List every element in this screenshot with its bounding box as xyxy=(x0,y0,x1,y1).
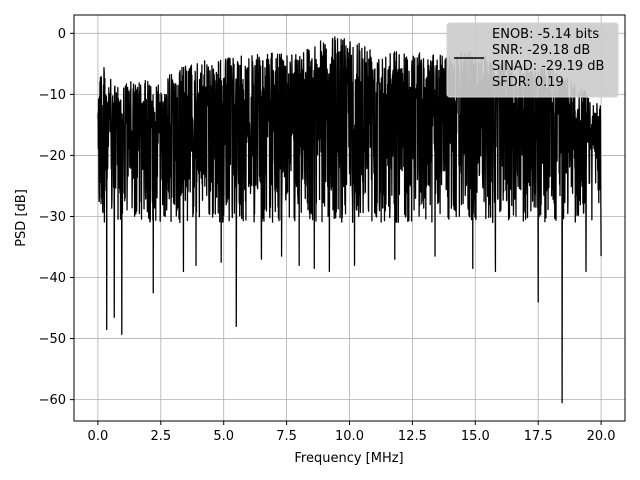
x-axis-label: Frequency [MHz] xyxy=(294,451,403,466)
x-tick-label: 7.5 xyxy=(276,429,297,444)
psd-series-line xyxy=(97,36,602,404)
x-tick-label: 0.0 xyxy=(88,429,109,444)
y-tick-label: −60 xyxy=(39,393,66,408)
y-tick-label: −10 xyxy=(39,88,66,103)
legend-label: ENOB: -5.14 bits SNR: -29.18 dB SINAD: -29… xyxy=(492,27,604,90)
x-tick-label: 2.5 xyxy=(150,429,171,444)
legend: ENOB: -5.14 bits SNR: -29.18 dB SINAD: -29… xyxy=(446,22,619,98)
legend-line-text: ENOB: -5.14 bits xyxy=(492,27,599,42)
y-tick-label: 0 xyxy=(58,27,66,42)
legend-box xyxy=(446,22,619,98)
legend-line-text: SFDR: 0.19 xyxy=(492,75,564,90)
x-tick-label: 17.5 xyxy=(524,429,553,444)
y-tick-label: −50 xyxy=(39,332,66,347)
y-axis-ticks: 0 −10 −20 −30 −40 −50 −60 xyxy=(39,27,74,408)
legend-line-text: SINAD: -29.19 dB xyxy=(492,59,604,74)
x-tick-label: 20.0 xyxy=(587,429,616,444)
x-tick-label: 10.0 xyxy=(335,429,364,444)
x-tick-label: 12.5 xyxy=(398,429,427,444)
y-axis-label: PSD [dB] xyxy=(14,189,29,247)
legend-line-text: SNR: -29.18 dB xyxy=(492,43,590,58)
x-tick-label: 5.0 xyxy=(213,429,234,444)
series-layer xyxy=(97,36,602,404)
x-axis-ticks: 0.0 2.5 5.0 7.5 10.0 12.5 15.0 17.5 20.0 xyxy=(88,421,616,444)
y-tick-label: −40 xyxy=(39,271,66,286)
y-tick-label: −20 xyxy=(39,149,66,164)
x-tick-label: 15.0 xyxy=(461,429,490,444)
y-tick-label: −30 xyxy=(39,210,66,225)
